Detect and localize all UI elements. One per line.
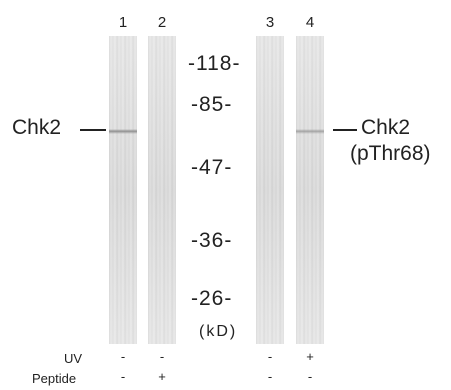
chk2-band	[109, 129, 137, 134]
gel-lane-1	[109, 36, 137, 344]
marker-118: -118-	[188, 52, 241, 75]
unit-label: (kD)	[199, 323, 238, 340]
gel-lane-3	[256, 36, 284, 344]
pthr68-band	[296, 129, 324, 134]
gel-lane-2	[148, 36, 176, 344]
chk2-label-right: Chk2	[361, 116, 411, 139]
marker-85: -85-	[191, 93, 233, 116]
uv-sign-lane-3: -	[267, 349, 273, 364]
peptide-sign-lane-4: -	[307, 369, 313, 384]
marker-26: -26-	[191, 287, 233, 310]
marker-36: -36-	[191, 229, 233, 252]
chk2-pointer-left	[80, 129, 106, 131]
lane-number-4: 4	[305, 14, 315, 31]
uv-sign-lane-4: +	[306, 349, 314, 364]
peptide-row-label: Peptide	[32, 371, 77, 386]
lane-number-3: 3	[265, 14, 275, 31]
marker-47: -47-	[191, 156, 233, 179]
peptide-sign-lane-2: +	[158, 369, 166, 384]
gel-lane-4	[296, 36, 324, 344]
peptide-sign-lane-1: -	[120, 369, 126, 384]
lane-number-1: 1	[118, 14, 128, 31]
chk2-label-left: Chk2	[12, 116, 62, 139]
uv-sign-lane-1: -	[120, 349, 126, 364]
peptide-sign-lane-3: -	[267, 369, 273, 384]
pthr68-label: (pThr68)	[350, 142, 431, 165]
uv-row-label: UV	[64, 351, 83, 366]
lane-number-2: 2	[157, 14, 167, 31]
chk2-pointer-right	[333, 129, 357, 131]
uv-sign-lane-2: -	[159, 349, 165, 364]
